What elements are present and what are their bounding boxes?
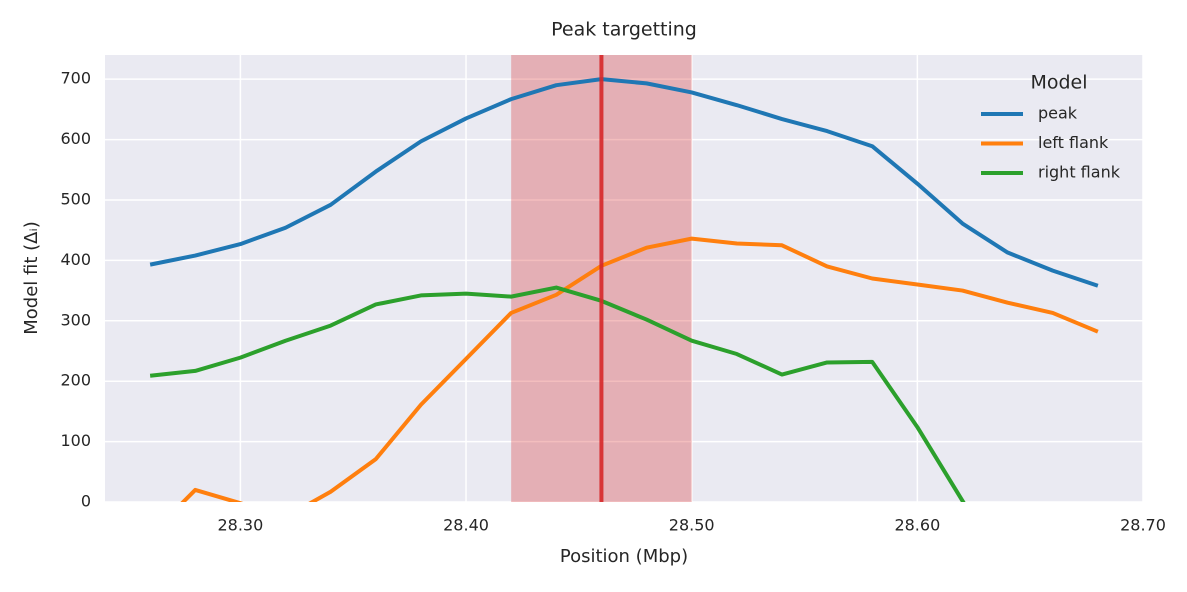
x-tick-label: 28.70 [1120, 516, 1166, 535]
plot-layer [149, 55, 1099, 502]
y-tick-label: 200 [60, 371, 91, 390]
series-line [149, 285, 966, 502]
legend-label: peak [1038, 104, 1078, 123]
legend-title: Model [1030, 72, 1087, 94]
legend-label: left flank [1038, 133, 1109, 152]
x-tick-label: 28.30 [217, 516, 263, 535]
y-tick-label: 300 [60, 310, 91, 329]
x-tick-label: 28.60 [894, 516, 940, 535]
legend-label: right flank [1038, 163, 1121, 182]
plot-background [105, 55, 1143, 502]
series-line [149, 77, 1099, 288]
y-tick-label: 600 [60, 129, 91, 148]
chart-title: Peak targetting [551, 19, 697, 41]
y-tick-label: 0 [81, 492, 91, 511]
y-tick-label: 700 [60, 69, 91, 88]
y-tick-label: 500 [60, 189, 91, 208]
y-axis-label: Model fit (Δᵢ) [21, 221, 42, 334]
series-line [180, 236, 1099, 502]
x-tick-label: 28.50 [669, 516, 715, 535]
y-tick-label: 400 [60, 250, 91, 269]
x-axis-label: Position (Mbp) [560, 546, 688, 567]
y-tick-label: 100 [60, 431, 91, 450]
x-tick-label: 28.40 [443, 516, 489, 535]
